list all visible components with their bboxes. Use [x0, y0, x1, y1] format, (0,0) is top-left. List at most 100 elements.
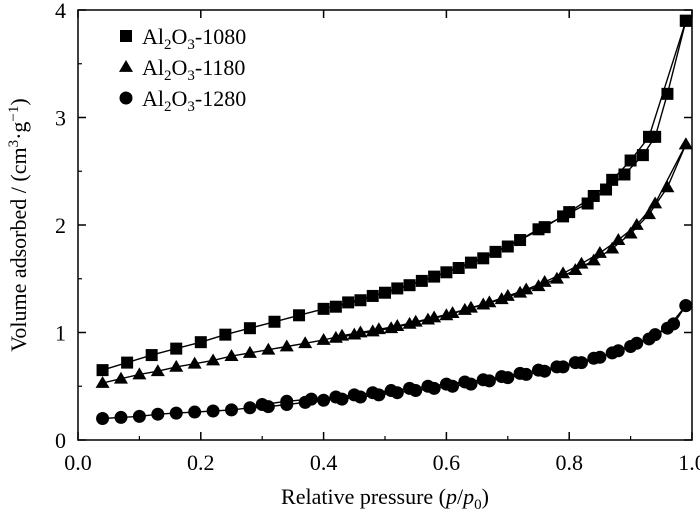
- series-3-desorption-point: [587, 351, 601, 365]
- series-2-desorption-point: [531, 279, 546, 292]
- series-1-desorption-point: [600, 183, 613, 196]
- series-2-desorption-point: [457, 302, 472, 315]
- x-tick-label: 0.0: [64, 450, 92, 475]
- series-1-desorption-point: [661, 87, 674, 100]
- series-1-adsorption-point: [268, 315, 281, 328]
- series-1-desorption-point: [649, 130, 662, 143]
- series-2-desorption-point: [623, 226, 638, 239]
- series-2-desorption-point: [402, 316, 417, 329]
- series-1-desorption-point: [379, 286, 391, 299]
- series-3-desorption-point: [550, 360, 564, 374]
- series-1-adsorption-point: [606, 173, 619, 186]
- series-3-adsorption-point: [317, 393, 331, 407]
- y-tick-label: 2: [55, 213, 66, 238]
- y-tick-label: 4: [55, 0, 66, 23]
- series-3-adsorption-point: [243, 401, 257, 415]
- x-axis-label: Relative pressure (p/p0): [281, 484, 489, 513]
- series-1-adsorption-point: [391, 282, 404, 295]
- series-2-desorption-point: [678, 137, 693, 150]
- series-3-adsorption-point: [132, 409, 146, 423]
- y-tick-label: 3: [55, 106, 66, 131]
- legend-label-1: Al2O3-1080: [142, 24, 246, 53]
- series-1-desorption-point: [354, 294, 367, 307]
- series-3-desorption-point: [403, 381, 417, 395]
- series-3-adsorption-point: [225, 403, 238, 417]
- series-2-desorption-point: [328, 330, 343, 343]
- series-1-adsorption-point: [194, 336, 207, 349]
- series-2-desorption-point: [365, 324, 380, 337]
- series-1-desorption-point: [428, 270, 441, 283]
- y-tick-label: 0: [55, 428, 66, 453]
- axis-ticks: 0.0 0.2 0.4 0.6 0.8 1.0 0 1 2 3 4: [55, 0, 700, 475]
- series-3-adsorption-point: [96, 412, 110, 425]
- x-tick-label: 0.4: [310, 450, 338, 475]
- series-1-adsorption-point: [145, 349, 158, 362]
- series-1-desorption-point: [581, 197, 594, 210]
- series-3-desorption-point: [280, 394, 294, 408]
- series-3-desorption-point: [513, 366, 527, 380]
- x-tick-label: 1.0: [678, 450, 700, 475]
- series-3-desorption-point: [255, 398, 269, 412]
- series-2-desorption-point: [494, 292, 509, 305]
- series-1-adsorption-point: [366, 289, 379, 302]
- series-2-desorption-point: [347, 327, 362, 340]
- series-2-adsorption-point: [592, 245, 607, 258]
- series-1-desorption-point: [679, 14, 692, 27]
- x-tick-label: 0.2: [187, 450, 215, 475]
- series-2-adsorption-point: [95, 376, 110, 388]
- series-2-desorption-point: [439, 308, 454, 321]
- series-1-desorption-point: [501, 240, 514, 253]
- series-2-adsorption-point: [298, 336, 313, 349]
- series-2-adsorption-point: [574, 256, 589, 269]
- series-2-adsorption-point: [611, 233, 626, 245]
- series-2-adsorption-point: [132, 367, 147, 380]
- series-2-adsorption-point: [316, 333, 331, 345]
- series-3-desorption-point: [304, 392, 318, 406]
- legend-marker-2: [119, 60, 133, 72]
- series-2-desorption-point: [384, 321, 399, 334]
- series-1-desorption-point: [557, 210, 570, 223]
- series-2-desorption-point: [660, 180, 675, 193]
- series-3-desorption-point: [347, 388, 361, 402]
- series-1-adsorption-point: [170, 342, 183, 355]
- series-3-adsorption-point: [169, 406, 183, 420]
- series-1-adsorption-point: [514, 234, 527, 247]
- series-1-adsorption-point: [415, 274, 428, 287]
- series-2-desorption-point: [586, 253, 601, 266]
- series-2-adsorption-point: [629, 218, 644, 230]
- series-1-desorption-point: [477, 252, 490, 265]
- series-1-adsorption-point: [96, 364, 109, 377]
- series-2-adsorption-point: [556, 266, 571, 279]
- series-2-adsorption-point: [279, 339, 294, 352]
- plot-area: 0.0 0.2 0.4 0.6 0.8 1.0 0 1 2 3 4: [55, 0, 700, 475]
- series-1-desorption-point: [636, 149, 649, 162]
- series-2-adsorption-point: [169, 359, 184, 372]
- series-3-desorption-point: [624, 339, 638, 353]
- series-2-adsorption-point: [261, 342, 276, 355]
- series-2-adsorption-point: [224, 349, 239, 362]
- series-3-desorption-point: [660, 321, 674, 335]
- series-1-adsorption-point: [293, 309, 306, 322]
- series-2-adsorption-point: [187, 356, 202, 369]
- series-3-desorption-point: [384, 384, 398, 398]
- series-1-desorption-point: [532, 223, 545, 236]
- series-2-desorption-point: [513, 285, 528, 298]
- series-3-adsorption-point: [114, 410, 128, 424]
- series-1-adsorption-point: [464, 256, 477, 269]
- series-1-adsorption-point: [219, 328, 232, 341]
- legend-marker-1: [120, 30, 132, 42]
- series-3-desorption-point: [366, 386, 380, 400]
- series-2-desorption-point: [420, 312, 435, 325]
- series-2-desorption-point: [549, 271, 564, 284]
- legend-marker-3: [119, 91, 133, 105]
- series-3-desorption-point: [679, 299, 693, 313]
- data-markers: [95, 14, 693, 425]
- series-3-desorption-point: [458, 375, 472, 389]
- x-tick-label: 0.6: [433, 450, 461, 475]
- series-2-desorption-point: [476, 297, 491, 310]
- series-3-desorption-point: [642, 332, 656, 346]
- series-2-adsorption-point: [242, 345, 257, 358]
- series-3-adsorption-point: [188, 405, 202, 419]
- series-2-adsorption-point: [150, 364, 165, 377]
